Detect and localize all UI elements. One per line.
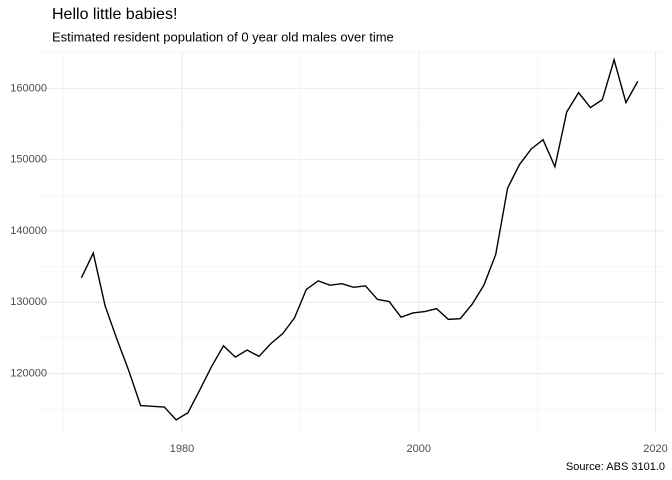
y-tick-label: 130000 — [10, 296, 47, 308]
y-tick-label: 160000 — [10, 82, 47, 94]
y-tick-label: 150000 — [10, 154, 47, 166]
chart-subtitle: Estimated resident population of 0 year … — [52, 29, 394, 44]
caption: Source: ABS 3101.0 — [566, 461, 665, 473]
x-tick-label: 2020 — [643, 443, 667, 455]
y-tick-label: 120000 — [10, 367, 47, 379]
line — [80, 57, 639, 421]
x-tick-label: 1980 — [170, 443, 194, 455]
x-tick-label: 2000 — [407, 443, 431, 455]
y-tick-label: 140000 — [10, 225, 47, 237]
chart-title: Hello little babies! — [52, 6, 177, 23]
